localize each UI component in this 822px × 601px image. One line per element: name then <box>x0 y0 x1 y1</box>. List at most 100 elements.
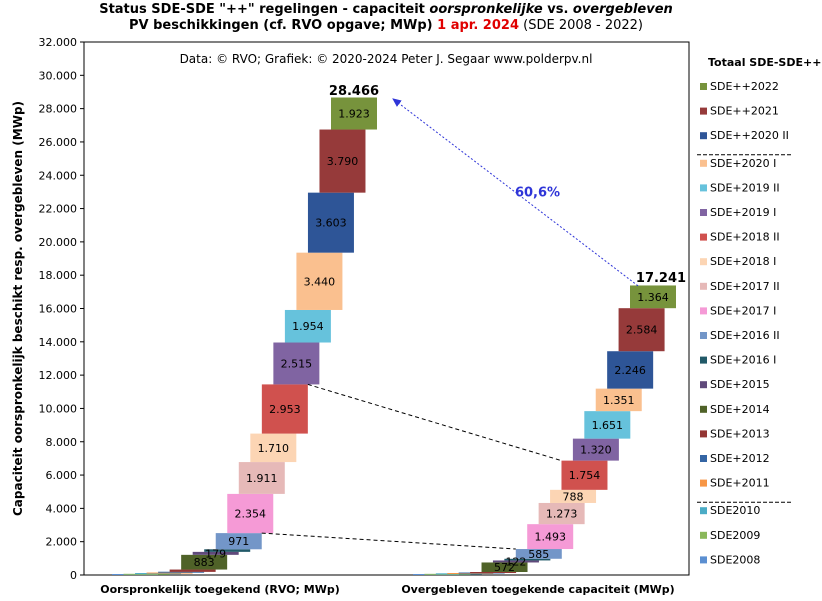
bar-segment <box>284 309 331 343</box>
bar-segment <box>331 97 377 130</box>
bar-segments <box>112 97 676 575</box>
legend-label: SDE+2014 <box>710 403 770 416</box>
bar-segment <box>307 192 354 253</box>
y-axis: 0 2.000 4.000 6.000 8.000 10.000 12.000 14.000 1… <box>39 36 84 582</box>
dashed-connector <box>261 532 516 550</box>
bar-segment <box>504 558 551 561</box>
segment-label: 971 <box>228 535 249 548</box>
segment-label: 179 <box>205 547 226 560</box>
legend-label: SDE+2017 I <box>710 304 776 317</box>
percentage-label: 60,6% <box>515 185 560 200</box>
bar-segment <box>618 308 665 352</box>
legend-label: SDE++2020 II <box>710 129 789 142</box>
title-part: (SDE 2008 - 2022) <box>519 18 643 33</box>
y-tick-label: 8.000 <box>46 436 78 449</box>
segment-label: 3.440 <box>304 275 336 288</box>
y-tick-label: 12.000 <box>39 369 78 382</box>
annotations: 28.466 17.241 60,6% <box>261 84 686 550</box>
segment-label: 1.710 <box>258 442 290 455</box>
segment-label: 1.954 <box>292 320 324 333</box>
legend-swatch <box>700 332 707 339</box>
x-category-label: Oorspronkelijk toegekend (RVO; MWp) <box>100 583 340 596</box>
y-tick-label: 6.000 <box>46 469 78 482</box>
legend-swatch <box>700 159 707 167</box>
y-tick-label: 24.000 <box>39 169 78 182</box>
segment-label: 122 <box>505 555 526 568</box>
y-tick-label: 28.000 <box>39 103 78 116</box>
segment-label: 1.351 <box>603 394 635 407</box>
segment-label: 3.790 <box>327 155 359 168</box>
bar-segment <box>273 342 320 385</box>
title-part: oorspronkelijke <box>429 2 542 17</box>
segment-label: 1.273 <box>546 508 578 521</box>
legend-label: SDE+2020 I <box>710 157 776 170</box>
title-part: PV beschikkingen (cf. RVO opgave; MWp) <box>129 18 437 33</box>
total-label: 28.466 <box>329 84 379 99</box>
legend-label: SDE+2016 II <box>710 329 780 342</box>
bar-segment <box>481 562 528 573</box>
legend-swatch <box>700 83 707 90</box>
segment-label: 1.320 <box>580 444 612 457</box>
title-part: Status SDE-SDE "++" regelingen - capacit… <box>99 2 429 17</box>
segment-label: 883 <box>194 556 215 569</box>
legend-swatch <box>700 507 707 515</box>
y-tick-label: 26.000 <box>39 136 78 149</box>
bar-segment <box>561 460 608 490</box>
bar-segment <box>250 433 297 463</box>
y-axis-label: Capaciteit oorspronkelijk beschikt resp.… <box>11 101 25 516</box>
segment-label: 788 <box>563 490 584 503</box>
x-category-label: Overgebleven toegekende capaciteit (MWp) <box>401 583 674 596</box>
legend-swatch <box>700 556 707 564</box>
legend-label: SDE+2017 II <box>710 280 780 293</box>
segment-label: 2.515 <box>281 357 313 370</box>
bar-segment <box>630 285 676 309</box>
segment-label: 585 <box>528 548 549 561</box>
y-tick-label: 10.000 <box>39 402 78 415</box>
legend-label: SDE++2022 <box>710 80 779 93</box>
bar-segment <box>192 551 239 555</box>
bar-segment <box>238 462 285 494</box>
legend-label: SDE+2011 <box>710 477 770 490</box>
legend-swatch <box>700 381 707 389</box>
title-part: overgebleven <box>573 2 673 17</box>
legend-swatch <box>700 233 707 241</box>
legend-swatch <box>700 107 707 115</box>
y-tick-label: 2.000 <box>46 536 78 549</box>
legend-swatch <box>700 184 707 192</box>
dashed-connector <box>307 383 562 462</box>
y-tick-label: 0 <box>70 569 77 582</box>
legend-label: SDE+2015 <box>710 378 770 391</box>
total-label: 17.241 <box>636 271 686 286</box>
legend-label: SDE+2019 II <box>710 181 780 194</box>
legend-swatch <box>700 479 707 487</box>
y-tick-label: 4.000 <box>46 502 78 515</box>
chart-title-line1: Status SDE-SDE "++" regelingen - capacit… <box>99 2 673 17</box>
bar-segment <box>204 549 251 552</box>
y-tick-label: 20.000 <box>39 236 78 249</box>
growth-arrow <box>392 98 639 287</box>
bar-segment <box>146 572 193 574</box>
segment-label: 1.911 <box>246 472 278 485</box>
legend-label: SDE+2012 <box>710 452 770 465</box>
bar-segment <box>584 411 631 439</box>
bar-segment <box>527 524 574 550</box>
legend-label: SDE2010 <box>710 504 760 517</box>
legend-label: SDE++2021 <box>710 105 779 118</box>
legend-label: SDE+2018 II <box>710 231 780 244</box>
legend-label: SDE+2016 I <box>710 354 776 367</box>
legend-swatch <box>700 258 707 266</box>
legend-swatch <box>700 356 707 364</box>
y-tick-label: 18.000 <box>39 269 78 282</box>
legend-label: SDE2009 <box>710 529 760 542</box>
segment-label: 572 <box>494 561 515 574</box>
segment-label: 2.953 <box>269 403 301 416</box>
legend: Totaal SDE-SDE++ SDE++2022 SDE++2021 SDE++2… <box>697 56 821 566</box>
y-tick-label: 14.000 <box>39 336 78 349</box>
plot-area <box>83 41 690 576</box>
title-part: vs. <box>543 2 573 17</box>
chart-title-line2: PV beschikkingen (cf. RVO opgave; MWp) 1… <box>129 18 643 33</box>
y-tick-label: 22.000 <box>39 203 78 216</box>
segment-label: 2.354 <box>235 508 267 521</box>
legend-swatch <box>700 430 707 438</box>
